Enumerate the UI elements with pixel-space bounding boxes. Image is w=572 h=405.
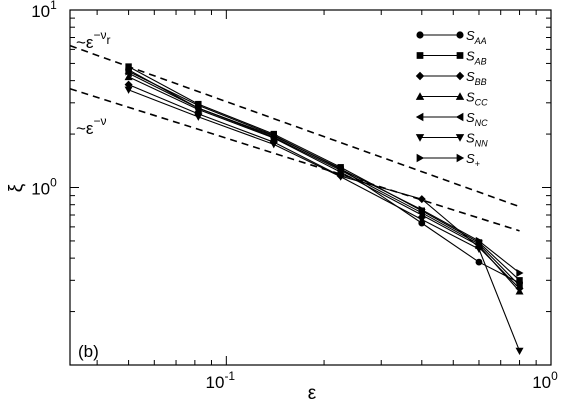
annotations: ~ε−νr ~ε−ν	[76, 28, 111, 138]
data-point	[515, 347, 524, 355]
series-NC	[124, 69, 523, 290]
legend-label: SCC	[466, 90, 488, 108]
data-point	[195, 101, 203, 110]
tick-labels: 10-1 100 100 101	[31, 0, 558, 392]
series-line	[128, 69, 520, 284]
reference-label-nu: ~ε−ν	[76, 114, 107, 138]
y-axis-label: ξ	[6, 183, 27, 192]
series-line	[128, 89, 521, 352]
data-point	[124, 80, 133, 89]
data-point	[418, 205, 426, 214]
data-point	[270, 131, 278, 140]
data-point	[475, 236, 483, 245]
data-point	[516, 268, 524, 277]
legend-entry-BB: SBB	[415, 69, 487, 87]
legend-label: SAA	[466, 28, 487, 46]
series-CC	[124, 72, 524, 295]
legend-marker	[455, 112, 464, 122]
series-layer	[124, 63, 524, 355]
legend-entry-AB: SAB	[416, 49, 487, 67]
series-+	[125, 67, 524, 277]
legend-marker	[415, 134, 425, 142]
data-point	[475, 258, 483, 266]
legend-entry-NN: SNN	[415, 131, 488, 149]
data-point	[516, 277, 523, 284]
legend-marker	[416, 52, 424, 59]
series-AB	[125, 63, 523, 284]
legend-label: SNC	[466, 110, 488, 128]
reference-lines	[69, 44, 520, 232]
legend-marker	[416, 153, 425, 163]
data-point	[336, 173, 345, 181]
data-point	[417, 195, 426, 204]
reference-line-nu-r	[69, 44, 520, 208]
legend-marker	[455, 71, 465, 81]
data-point	[124, 72, 133, 81]
legend-marker	[415, 92, 425, 100]
reference-label-nu-r: ~ε−νr	[76, 28, 111, 52]
legend-label: SBB	[466, 69, 487, 87]
legend-entry-+: S+	[416, 151, 480, 169]
data-point	[125, 63, 132, 70]
y-tick-label: 101	[31, 0, 57, 21]
x-tick-label: 10-1	[206, 369, 236, 392]
y-tick-label: 100	[31, 176, 57, 199]
data-point	[269, 141, 278, 149]
axis-ticks	[70, 9, 552, 366]
legend-marker	[456, 31, 464, 39]
data-point	[337, 165, 345, 174]
legend-marker	[455, 92, 465, 100]
data-point	[474, 245, 483, 254]
data-point	[124, 86, 133, 94]
legend: SAA SAB SBB SCC SNC SNN S+	[415, 28, 488, 169]
legend-marker	[456, 153, 465, 163]
legend-entry-CC: SCC	[415, 90, 488, 108]
x-axis-label: ε	[308, 383, 317, 404]
x-tick-label: 100	[532, 369, 558, 392]
legend-label: SNN	[466, 131, 488, 149]
data-point	[125, 67, 133, 76]
series-BB	[124, 80, 524, 293]
legend-entry-NC: SNC	[415, 110, 488, 128]
data-point	[194, 113, 203, 121]
legend-label: S+	[466, 151, 480, 169]
legend-label: SAB	[466, 49, 487, 67]
legend-marker	[415, 71, 425, 81]
data-point	[515, 281, 523, 290]
legend-marker	[416, 31, 424, 39]
reference-line-nu	[69, 87, 520, 232]
data-point	[417, 216, 426, 224]
legend-entry-AA: SAA	[416, 28, 487, 46]
legend-marker	[415, 112, 424, 122]
legend-marker	[456, 52, 464, 59]
panel-label: (b)	[78, 342, 99, 361]
series-NN	[124, 86, 524, 355]
legend-marker	[455, 134, 465, 142]
series-line	[128, 72, 520, 287]
data-point	[515, 287, 524, 295]
